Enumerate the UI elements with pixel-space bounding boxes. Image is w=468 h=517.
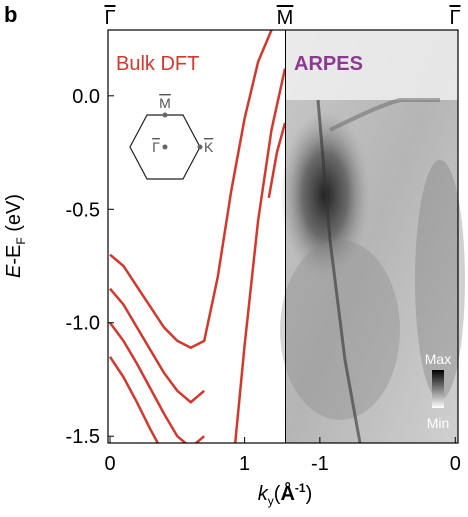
- band-line: [108, 356, 160, 443]
- x-axis-label: ky(Å-1): [258, 481, 312, 508]
- symmetry-label: Γ: [104, 7, 115, 29]
- y-tick-label: 0.0: [72, 86, 100, 108]
- inset-label: Γ: [152, 139, 160, 155]
- x-label-main: k: [258, 483, 269, 505]
- x-label-post: ): [306, 483, 313, 505]
- x-label-pre: (: [274, 483, 281, 505]
- inset-label: K: [204, 139, 214, 155]
- band-line: [267, 122, 285, 199]
- inset-label: M: [159, 95, 171, 111]
- x-tick-label: -1: [311, 453, 329, 475]
- band-line: [109, 30, 273, 350]
- panel-title: Bulk DFT: [116, 53, 199, 75]
- symmetry-label: M: [277, 7, 294, 29]
- y-axis-label: E-EF (eV): [3, 194, 28, 278]
- y-tick-label: -0.5: [66, 199, 100, 221]
- arpes-image: [280, 30, 465, 444]
- colorbar: Max Min: [425, 351, 451, 431]
- band-line: [233, 68, 285, 443]
- colorbar-min: Min: [427, 415, 450, 431]
- band-line: [108, 321, 206, 443]
- frame: [107, 29, 459, 444]
- y-label-sub: F: [14, 237, 28, 244]
- y-label-mid: -E: [3, 245, 25, 265]
- x-tick-label: 0: [450, 453, 461, 475]
- y-label-main: E: [3, 264, 25, 278]
- y-tick-label: -1.5: [66, 426, 100, 448]
- colorbar-max: Max: [425, 351, 451, 367]
- x-label-sub: y: [268, 494, 274, 508]
- symmetry-label: Γ: [449, 7, 460, 29]
- band-line: [109, 287, 206, 404]
- x-tick-label: 1: [239, 453, 250, 475]
- x-label-sup: -1: [295, 481, 306, 495]
- y-tick-label: -1.0: [66, 313, 100, 335]
- y-label-unit: (eV): [3, 194, 25, 237]
- panel-title: ARPES: [294, 53, 363, 75]
- panel-label: b: [4, 2, 17, 27]
- x-tick-label: 0: [104, 453, 115, 475]
- inset: M Γ K: [129, 95, 214, 180]
- x-label-unit: Å: [280, 481, 294, 505]
